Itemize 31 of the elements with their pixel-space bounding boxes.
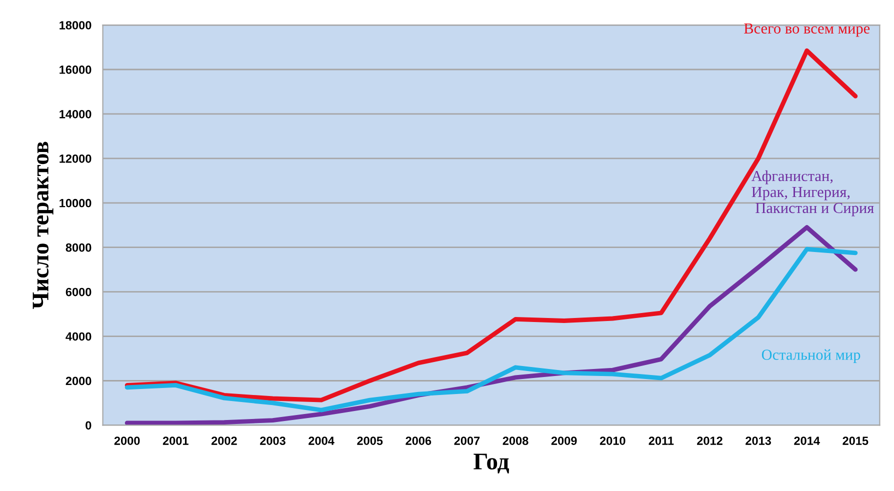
y-tick-label: 10000 bbox=[60, 198, 92, 208]
series-label: Всего во всем мире bbox=[744, 23, 870, 37]
x-tick-label: 2001 bbox=[162, 436, 188, 445]
x-tick-label: 2014 bbox=[794, 436, 820, 445]
y-tick-label: 0 bbox=[86, 421, 92, 430]
y-tick-label: 8000 bbox=[66, 243, 92, 252]
y-axis-title: Число терактов bbox=[32, 142, 54, 309]
y-tick-label: 14000 bbox=[60, 110, 92, 118]
x-tick-label: 2012 bbox=[697, 436, 722, 445]
x-tick-label: 2002 bbox=[211, 436, 237, 445]
x-tick-label: 2008 bbox=[502, 436, 528, 445]
y-tick-label: 6000 bbox=[66, 288, 92, 296]
x-tick-label: 2009 bbox=[551, 436, 577, 445]
x-tick-label: 2013 bbox=[746, 436, 772, 446]
y-tick-label: 12000 bbox=[60, 154, 92, 163]
x-tick-label: 2005 bbox=[357, 436, 383, 445]
series-label: Остальной мир bbox=[762, 349, 860, 363]
x-tick-label: 2007 bbox=[454, 436, 480, 445]
x-tick-label: 2004 bbox=[308, 436, 334, 445]
x-tick-label: 2003 bbox=[260, 436, 286, 446]
x-tick-label: 2000 bbox=[114, 436, 140, 445]
x-axis-title: Год bbox=[474, 454, 509, 474]
y-tick-label: 18000 bbox=[60, 21, 92, 30]
x-tick-label: 2011 bbox=[648, 436, 674, 445]
x-tick-label: 2015 bbox=[842, 436, 868, 445]
text: Афганистан, Ирак, Нигерия, Пакистан и Сирия bbox=[751, 170, 874, 216]
x-tick-label: 2010 bbox=[600, 436, 626, 445]
y-tick-label: 4000 bbox=[66, 332, 92, 341]
y-tick-label: 16000 bbox=[60, 66, 92, 74]
x-tick-label: 2006 bbox=[406, 436, 432, 445]
y-tick-label: 2000 bbox=[66, 376, 92, 386]
